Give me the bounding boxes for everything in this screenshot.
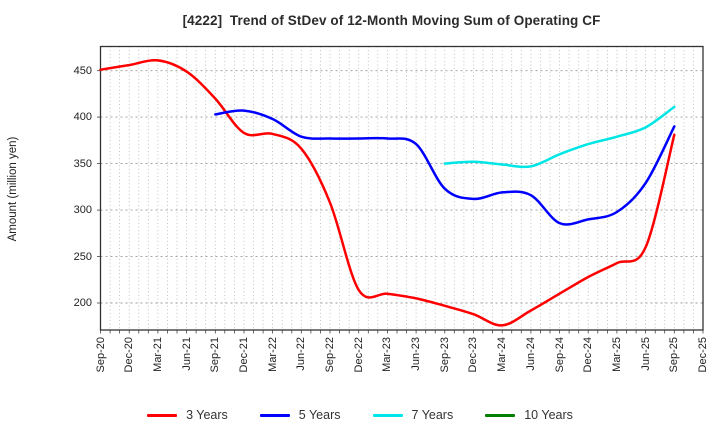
x-tick-label: Mar-23 [381,337,394,372]
legend-label: 3 Years [186,408,228,422]
chart-title: [4222] Trend of StDev of 12-Month Moving… [182,13,601,28]
x-tick-label: Jun-23 [410,337,423,371]
x-tick-label: Sep-22 [324,337,337,373]
y-tick-label: 200 [73,297,92,310]
x-tick-label: Jun-21 [180,337,193,371]
x-tick-label: Sep-24 [553,337,566,373]
plot-border [99,45,704,331]
series-line-3-years [99,59,676,327]
x-tick-label: Mar-24 [496,337,509,372]
x-tick-label: Dec-24 [582,337,595,373]
legend-swatch [372,413,403,417]
x-tick-label: Sep-20 [94,337,107,373]
x-tick-label: Mar-22 [266,337,279,372]
x-tick-label: Dec-21 [237,337,250,373]
legend-swatch [259,413,290,417]
legend-label: 10 Years [524,408,573,422]
x-tick-label: Sep-23 [438,337,451,373]
legend-item-5-years: 5 Years [259,408,341,422]
y-tick-label: 250 [73,250,92,263]
legend-swatch [485,413,516,417]
legend-label: 7 Years [411,408,454,422]
legend-item-7-years: 7 Years [372,408,454,422]
legend-swatch [147,413,178,417]
x-tick-label: Dec-22 [352,337,365,373]
y-tick-label: 350 [73,157,92,170]
legend-item-10-years: 10 Years [485,408,573,422]
x-tick-label: Jun-25 [639,337,652,371]
y-tick-label: 300 [73,204,92,217]
x-tick-label: Sep-25 [668,337,681,373]
x-tick-label: Jun-24 [524,337,537,371]
x-tick-label: Mar-25 [610,337,623,372]
x-tick-label: Dec-20 [123,337,136,373]
legend-label: 5 Years [298,408,341,422]
x-tick-label: Mar-21 [151,337,164,372]
series-line-7-years [443,105,676,169]
legend-item-3-years: 3 Years [147,408,228,422]
x-tick-label: Jun-22 [295,337,308,371]
x-tick-label: Sep-21 [209,337,222,373]
x-tick-label: Dec-25 [697,337,709,373]
series-line-5-years [214,109,676,226]
y-tick-label: 450 [73,64,92,77]
legend: 3 Years 5 Years 7 Years 10 Years [0,405,720,425]
x-tick-label: Dec-23 [467,337,480,373]
y-tick-label: 400 [73,111,92,124]
